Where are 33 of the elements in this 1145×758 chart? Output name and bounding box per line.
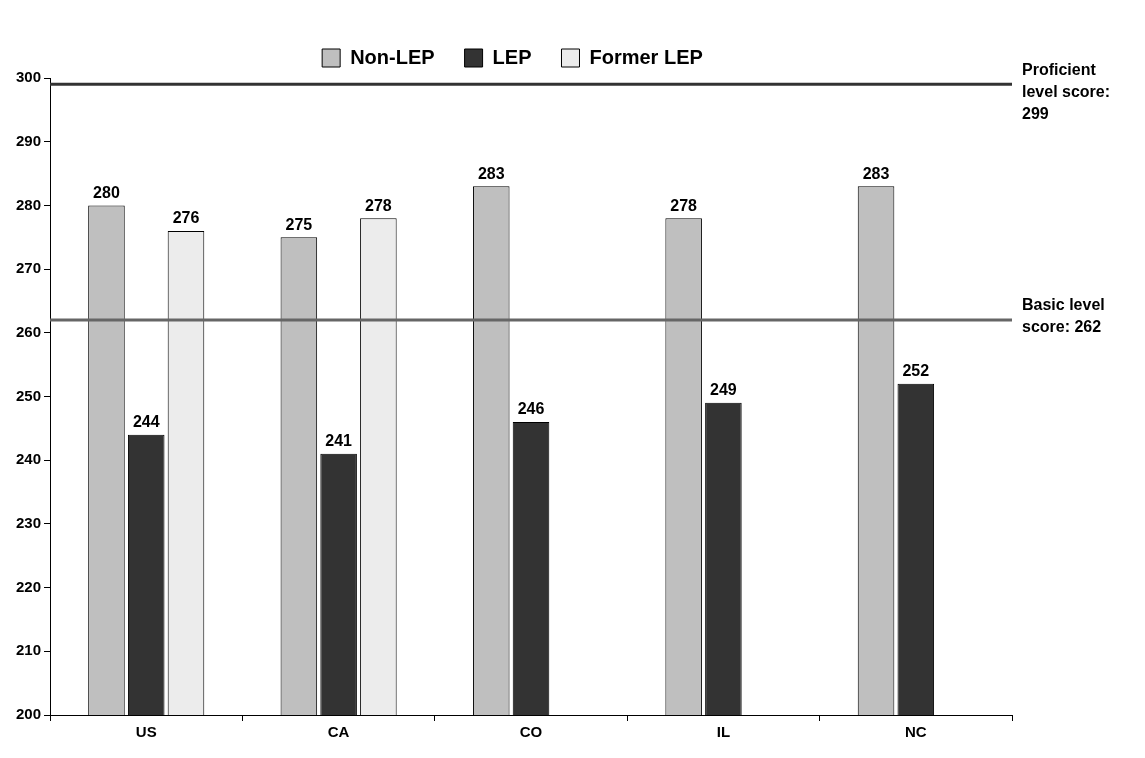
y-tick-label: 210 (16, 641, 42, 659)
y-tick-label: 280 (16, 195, 42, 213)
data-label: 278 (670, 196, 698, 214)
data-label: 246 (517, 400, 545, 418)
data-label: 280 (93, 183, 120, 201)
y-tick-label: 220 (16, 577, 42, 595)
data-label: 249 (710, 381, 737, 399)
data-label: 275 (285, 215, 313, 233)
y-tick-label: 200 (16, 705, 42, 723)
data-label: 244 (132, 413, 160, 431)
y-tick-label: 270 (16, 259, 42, 277)
y-tick-label: 240 (16, 450, 42, 468)
data-label: 252 (902, 362, 930, 380)
legend-label: LEP (492, 45, 532, 68)
x-tick-label: CO (519, 723, 543, 741)
y-tick-label: 300 (16, 68, 42, 86)
data-label: 276 (172, 209, 200, 227)
data-label: 241 (325, 432, 353, 450)
data-label: 283 (862, 164, 890, 182)
ref-line-label: Basic level score: 262 (1022, 296, 1105, 336)
x-tick-label: IL (716, 723, 731, 741)
x-tick-label: CA (327, 723, 350, 741)
y-tick-label: 250 (16, 386, 42, 404)
y-tick-label: 290 (16, 131, 42, 149)
data-label: 278 (365, 196, 392, 214)
ref-line-label: Proficient level score: 299 (1022, 60, 1111, 122)
data-label: 283 (477, 164, 505, 182)
y-tick-label: 260 (16, 322, 42, 340)
legend-label: Former LEP (589, 45, 703, 68)
legend-label: Non-LEP (350, 45, 435, 68)
y-tick-label: 230 (16, 514, 42, 532)
x-tick-label: US (135, 723, 157, 741)
x-tick-label: NC (904, 723, 927, 741)
